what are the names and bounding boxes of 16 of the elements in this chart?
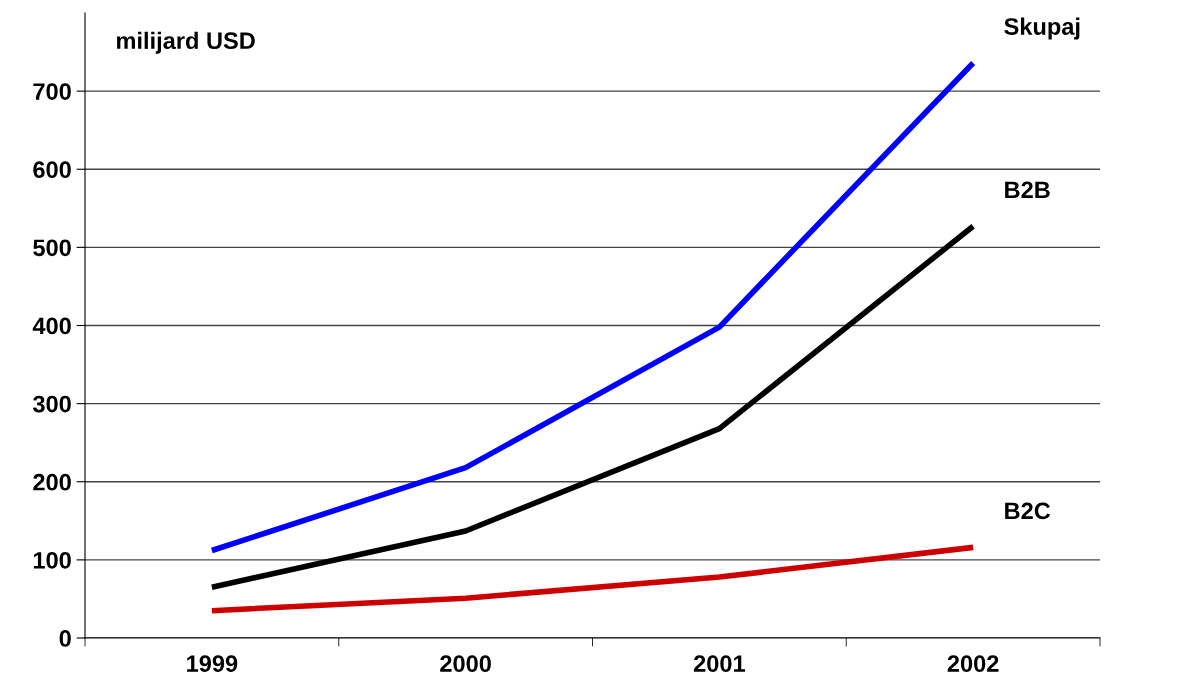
series-label: Skupaj: [1004, 17, 1080, 40]
y-tick-label: 400: [32, 317, 71, 335]
y-tick-label: 0: [59, 630, 71, 647]
y-axis-title: milijard USD: [117, 31, 255, 54]
x-tick-label: 2000: [440, 655, 491, 673]
y-tick-label: 600: [33, 161, 71, 179]
series-label: B2C: [1005, 502, 1051, 520]
x-tick-label: 2002: [947, 655, 999, 673]
y-tick-label: 700: [33, 83, 71, 100]
x-tick-label: 2001: [693, 655, 745, 673]
y-tick-label: 500: [33, 239, 71, 257]
y-tick-label: 100: [33, 551, 71, 569]
y-tick-label: 200: [33, 473, 71, 491]
series-label: B2B: [1005, 181, 1050, 198]
y-tick-label: 300: [32, 395, 71, 413]
x-tick-label: 1999: [187, 655, 238, 673]
